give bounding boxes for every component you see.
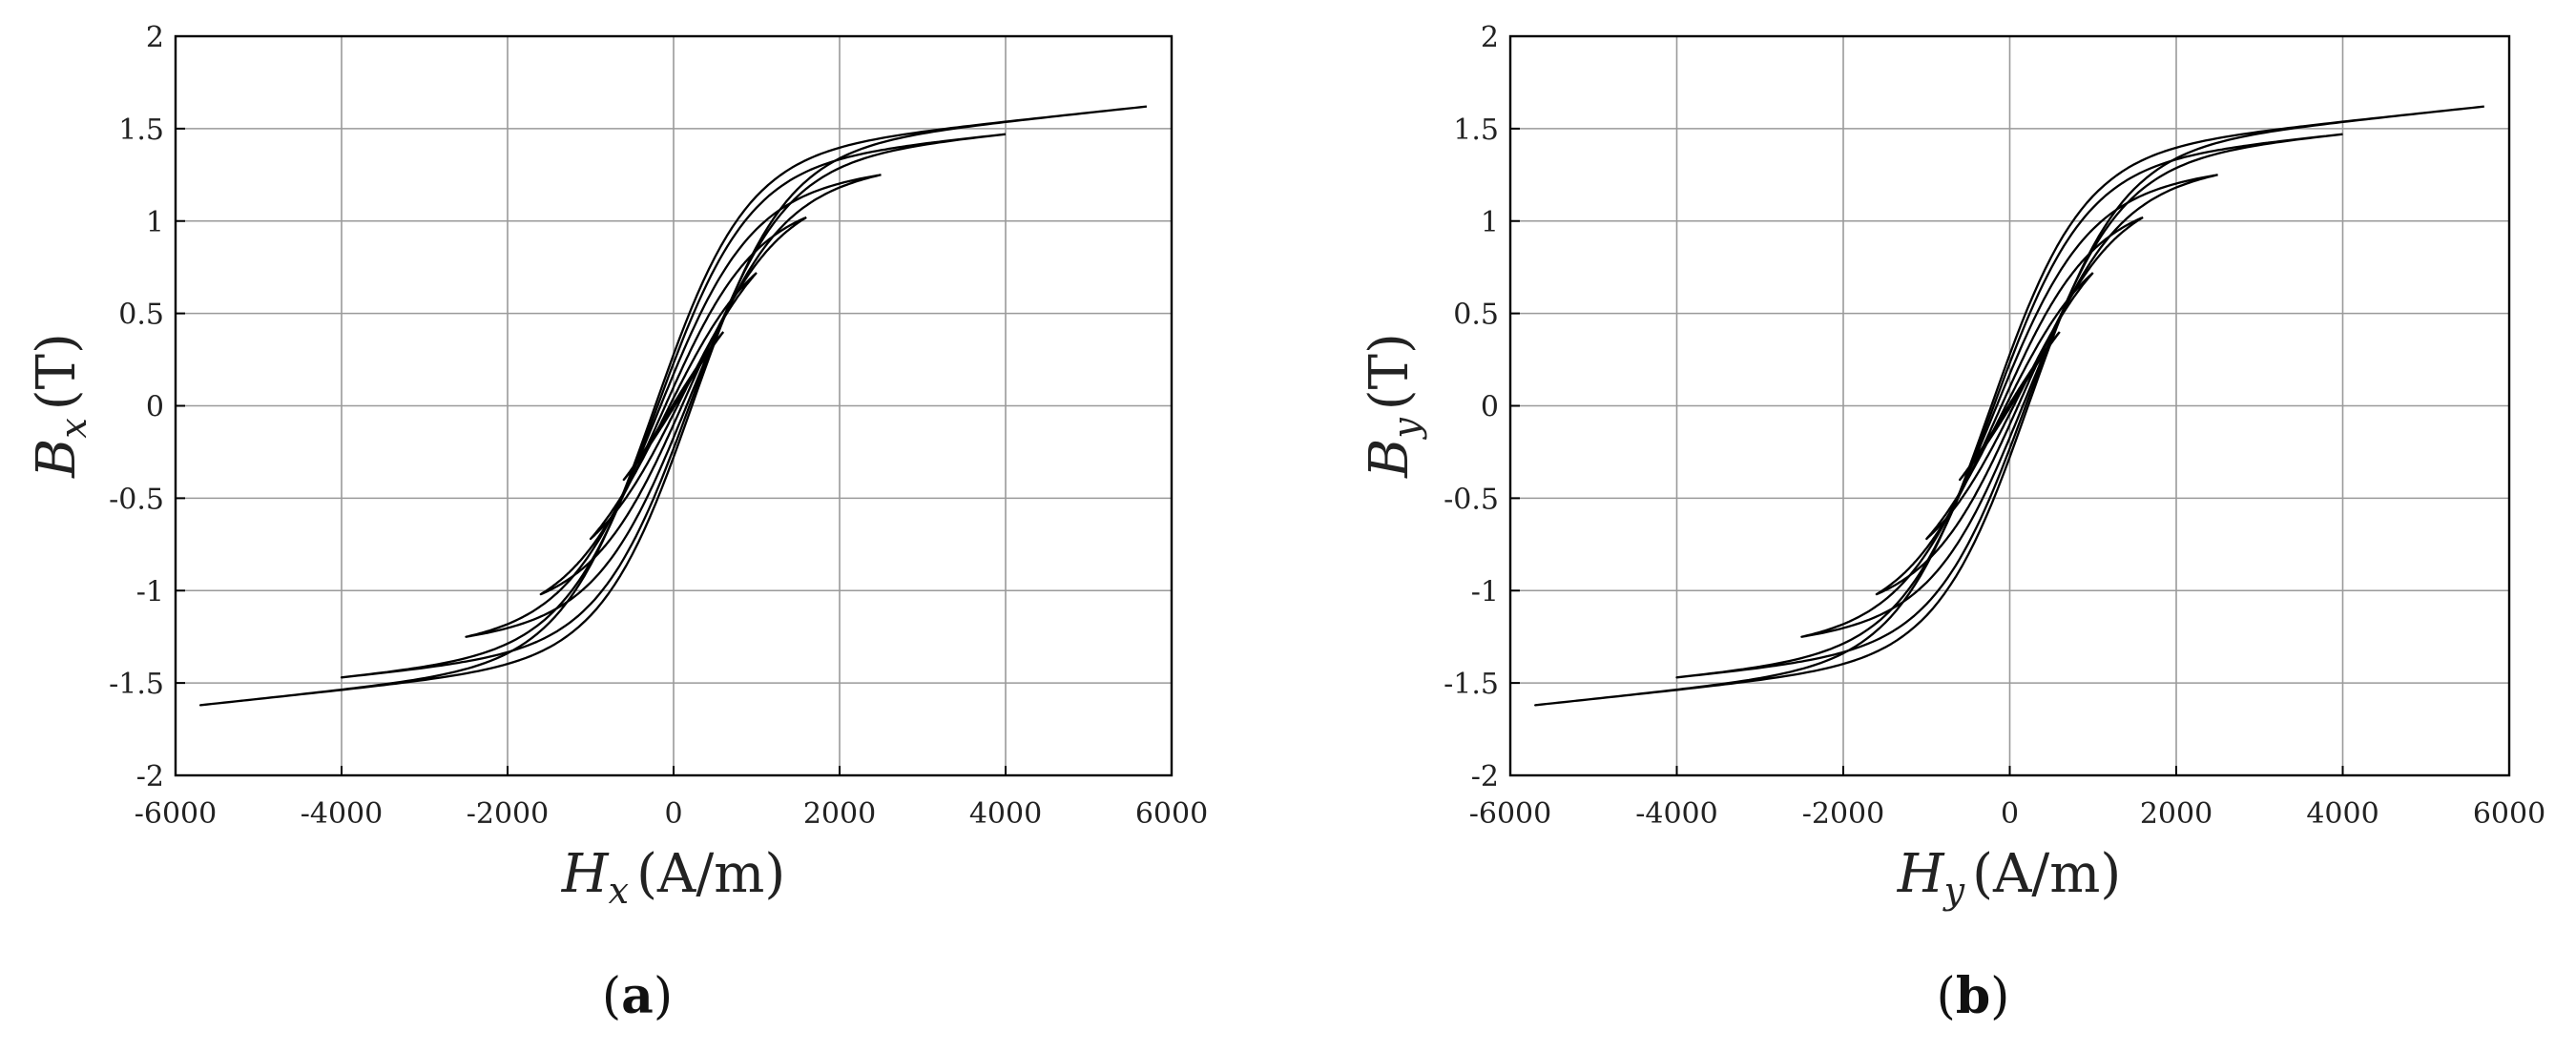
x-axis-symbol: H bbox=[561, 843, 610, 905]
y-tick-label: 0 bbox=[146, 391, 164, 424]
panel-paren-close: ) bbox=[1990, 968, 2009, 1025]
y-tick-label: 1.5 bbox=[118, 113, 164, 147]
panel-paren-close: ) bbox=[654, 968, 673, 1025]
panel-label: (b) bbox=[1937, 967, 2010, 1025]
y-tick-label: 1 bbox=[146, 206, 164, 239]
hysteresis-loop-3 bbox=[1800, 174, 2218, 638]
y-tick-label: 0 bbox=[1481, 391, 1499, 424]
hysteresis-loop-3 bbox=[465, 174, 882, 638]
x-tick-label: 6000 bbox=[1135, 797, 1208, 831]
y-axis-unit: (T) bbox=[26, 333, 88, 410]
y-tick-label: -1 bbox=[136, 575, 164, 608]
y-tick-label: 0.5 bbox=[118, 299, 164, 332]
chart-panel-b: -6000 -4000 -2000 0 2000 4000 6000 2 1.5 1 0.5 0 -0.… bbox=[1359, 21, 2545, 1025]
y-axis-subscript: x bbox=[52, 418, 94, 438]
x-axis-label: Hy (A/m) bbox=[1897, 843, 2121, 912]
panel-letter: b bbox=[1956, 967, 1990, 1025]
x-tick-label: -4000 bbox=[1635, 797, 1717, 831]
y-tick-label: 2 bbox=[1481, 21, 1499, 54]
hysteresis-loop-2 bbox=[340, 133, 1007, 679]
x-tick-label: 2000 bbox=[803, 797, 876, 831]
y-axis-subscript: y bbox=[1385, 418, 1427, 441]
y-tick-label: 0.5 bbox=[1453, 299, 1499, 332]
y-tick-label: -1.5 bbox=[1444, 668, 1499, 701]
x-tick-label: -6000 bbox=[1469, 797, 1551, 831]
panel-paren-open: ( bbox=[1937, 968, 1956, 1025]
y-tick-label: -2 bbox=[136, 760, 164, 793]
y-tick-label: 2 bbox=[146, 21, 164, 54]
x-tick-label: 4000 bbox=[969, 797, 1042, 831]
y-tick-label: 1.5 bbox=[1453, 113, 1499, 147]
y-tick-label: -0.5 bbox=[109, 483, 164, 516]
hysteresis-loop-5 bbox=[589, 272, 758, 541]
x-axis-label: Hx (A/m) bbox=[561, 843, 785, 912]
y-axis-symbol: B bbox=[26, 439, 88, 479]
x-tick-label: -6000 bbox=[135, 797, 217, 831]
chart-panel-a: -6000 -4000 -2000 0 2000 4000 6000 2 1.5 1 0.5 0 -0.… bbox=[26, 21, 1208, 1025]
panel-paren-open: ( bbox=[602, 968, 621, 1025]
x-tick-label: 6000 bbox=[2473, 797, 2545, 831]
y-tick-label: -0.5 bbox=[1444, 483, 1499, 516]
y-axis-label: By (T) bbox=[1359, 333, 1427, 479]
x-tick-label: -2000 bbox=[1802, 797, 1884, 831]
y-axis-unit: (T) bbox=[1359, 333, 1421, 410]
x-axis-unit: (A/m) bbox=[1972, 843, 2121, 905]
y-axis-symbol: B bbox=[1359, 439, 1421, 479]
y-axis-label: Bx (T) bbox=[26, 333, 94, 479]
x-tick-label: 4000 bbox=[2306, 797, 2379, 831]
x-tick-label: 0 bbox=[2001, 797, 2019, 831]
panel-label: (a) bbox=[602, 967, 673, 1025]
x-axis-symbol: H bbox=[1897, 843, 1945, 905]
hysteresis-loop-5 bbox=[1925, 272, 2094, 541]
hysteresis-loop-6 bbox=[622, 331, 725, 482]
x-tick-label: -4000 bbox=[301, 797, 383, 831]
x-axis-subscript: y bbox=[1942, 870, 1965, 912]
panel-letter: a bbox=[621, 967, 654, 1025]
x-tick-label: 0 bbox=[664, 797, 682, 831]
y-tick-label: 1 bbox=[1481, 206, 1499, 239]
hysteresis-loop-2 bbox=[1675, 133, 2343, 679]
y-tick-label: -1.5 bbox=[109, 668, 164, 701]
y-tick-label: -1 bbox=[1471, 575, 1499, 608]
x-tick-label: 2000 bbox=[2140, 797, 2212, 831]
x-axis-unit: (A/m) bbox=[636, 843, 785, 905]
x-tick-label: -2000 bbox=[467, 797, 549, 831]
x-axis-subscript: x bbox=[609, 870, 629, 912]
y-tick-label: -2 bbox=[1471, 760, 1499, 793]
hysteresis-loop-6 bbox=[1959, 331, 2061, 482]
